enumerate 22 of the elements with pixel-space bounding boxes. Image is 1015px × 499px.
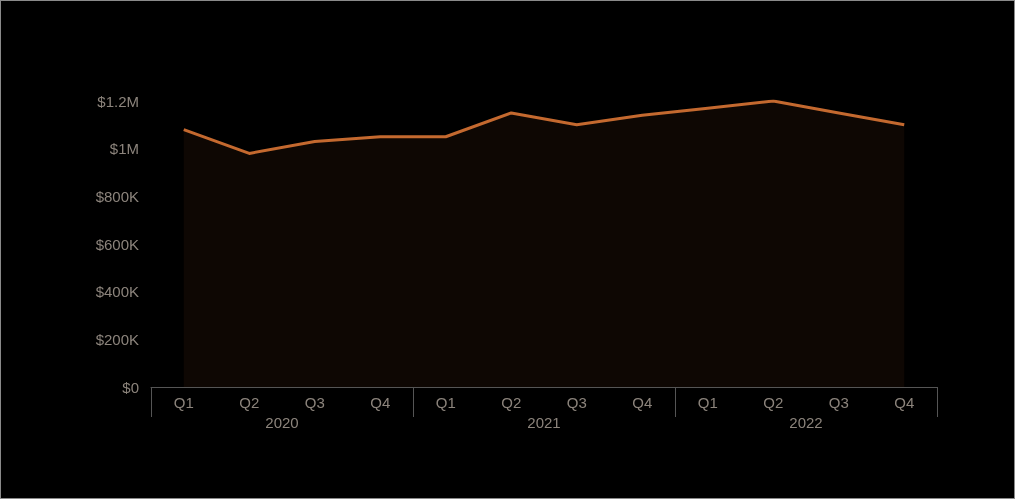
y-tick-label: $400K — [95, 283, 139, 301]
x-tick-label: Q3 — [828, 394, 849, 411]
text: 2020 — [265, 414, 299, 431]
x-tick-label: Q4 — [370, 394, 391, 411]
y-tick-label: $1.2M — [97, 92, 139, 110]
x-tick-label: Q4 — [894, 394, 915, 411]
x-tick-label: Q3 — [304, 394, 325, 411]
x-tick-label: Q2 — [239, 394, 260, 411]
y-tick-label: $600K — [95, 235, 139, 253]
x-tick-label: Q3 — [566, 394, 587, 411]
text: 2021 — [527, 414, 561, 431]
x-tick-label: Q1 — [435, 394, 456, 411]
y-tick-label: $0 — [122, 378, 139, 396]
text: 2022 — [789, 414, 823, 431]
x-tick-label: Q2 — [501, 394, 522, 411]
y-tick-label: $1M — [109, 140, 139, 158]
x-tick-label: Q2 — [763, 394, 784, 411]
x-tick-label: Q1 — [697, 394, 718, 411]
y-tick-label: $800K — [95, 187, 139, 205]
x-tick-label: Q1 — [173, 394, 194, 411]
y-tick-label: $200K — [95, 330, 139, 348]
x-tick-label: Q4 — [632, 394, 653, 411]
